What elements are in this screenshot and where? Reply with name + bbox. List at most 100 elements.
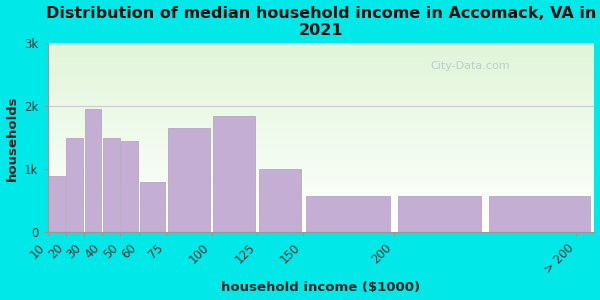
Bar [47, 96, 595, 97]
Y-axis label: households: households [5, 95, 19, 181]
Bar [47, 162, 595, 163]
Bar [47, 89, 595, 90]
Bar [47, 90, 595, 91]
Bar [47, 219, 595, 220]
Bar [47, 95, 595, 96]
Bar [47, 105, 595, 106]
Bar [47, 169, 595, 170]
Bar [47, 134, 595, 135]
Bar [47, 180, 595, 181]
Bar [47, 85, 595, 86]
Bar [47, 152, 595, 153]
Bar [47, 104, 595, 105]
Bar [47, 198, 595, 199]
Bar [47, 205, 595, 206]
Bar [103, 138, 120, 232]
Bar [47, 83, 595, 84]
Bar [47, 215, 595, 216]
Bar [47, 103, 595, 104]
Bar [47, 76, 595, 77]
Bar [47, 210, 595, 211]
Bar [47, 137, 595, 138]
Bar [47, 192, 595, 193]
Bar [47, 86, 595, 87]
Bar [85, 110, 101, 232]
Bar [47, 49, 595, 50]
Bar [47, 167, 595, 168]
Bar [47, 45, 595, 46]
Bar [47, 228, 595, 229]
Bar [47, 186, 595, 187]
Bar [47, 74, 595, 75]
Bar [47, 62, 595, 63]
Bar [47, 181, 595, 182]
Bar [47, 166, 595, 167]
Bar [48, 176, 65, 232]
Bar [47, 200, 595, 201]
Bar [47, 117, 595, 118]
Bar [47, 160, 595, 161]
Bar [47, 116, 595, 117]
Bar [47, 184, 595, 185]
Bar [47, 55, 595, 56]
Bar [47, 99, 595, 100]
Bar [490, 196, 590, 232]
Bar [47, 129, 595, 130]
Bar [47, 216, 595, 217]
Bar [47, 130, 595, 131]
Bar [121, 141, 138, 232]
Bar [47, 108, 595, 109]
Bar [47, 204, 595, 205]
Bar [47, 142, 595, 143]
Bar [47, 114, 595, 115]
Bar [47, 143, 595, 144]
Bar [47, 220, 595, 221]
Bar [47, 139, 595, 140]
Bar [47, 113, 595, 114]
Bar [47, 88, 595, 89]
Bar [47, 63, 595, 64]
Bar [47, 131, 595, 132]
Bar [47, 158, 595, 159]
Bar [47, 127, 595, 128]
Bar [47, 97, 595, 98]
Bar [47, 183, 595, 184]
Bar [47, 214, 595, 215]
Bar [47, 68, 595, 69]
Bar [47, 101, 595, 102]
Bar [47, 91, 595, 92]
Bar [47, 221, 595, 222]
Bar [398, 196, 481, 232]
Bar [47, 135, 595, 136]
Bar [47, 185, 595, 186]
Bar [47, 199, 595, 200]
Bar [47, 138, 595, 139]
Bar [47, 100, 595, 101]
Bar [47, 194, 595, 195]
Bar [47, 59, 595, 60]
Bar [47, 208, 595, 209]
Bar [47, 118, 595, 119]
Bar [47, 146, 595, 147]
Bar [47, 112, 595, 113]
Bar [47, 217, 595, 218]
Bar [47, 61, 595, 62]
Bar [47, 226, 595, 228]
Bar [47, 48, 595, 49]
Bar [47, 149, 595, 150]
Bar [67, 138, 83, 232]
Bar [47, 128, 595, 129]
Bar [47, 189, 595, 190]
Bar [47, 132, 595, 133]
Bar [47, 150, 595, 151]
Bar [47, 58, 595, 59]
Bar [47, 170, 595, 171]
Bar [47, 51, 595, 52]
Bar [47, 82, 595, 83]
Bar [47, 65, 595, 66]
Bar [47, 67, 595, 68]
Bar [47, 165, 595, 166]
Bar [47, 153, 595, 154]
Bar [47, 187, 595, 188]
X-axis label: household income ($1000): household income ($1000) [221, 281, 421, 294]
